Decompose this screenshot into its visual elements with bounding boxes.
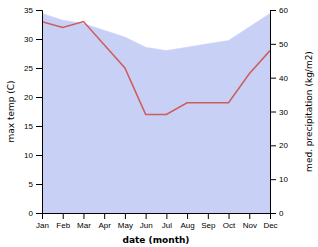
y2-tick-mark	[270, 78, 276, 79]
x-tick-label: May	[118, 221, 133, 230]
y2-tick-mark	[270, 145, 276, 146]
x-tick-label: Mar	[77, 221, 91, 230]
y-axis-line	[36, 11, 43, 214]
y-tick-mark	[36, 184, 42, 185]
x-tick: Jan	[36, 213, 49, 230]
x-tick-mark	[146, 213, 147, 219]
y-tick: 10	[24, 151, 42, 160]
x-tick-label: Jan	[36, 221, 49, 230]
x-tick-mark	[229, 213, 230, 219]
y2-axis-title: med. precipitation (kg/m2)	[304, 51, 314, 172]
y2-tick-mark	[270, 213, 276, 214]
y-tick-label: 15	[24, 122, 33, 131]
y2-tick-label: 60	[279, 6, 288, 15]
y-tick-mark	[36, 68, 42, 69]
y-tick: 25	[24, 64, 42, 73]
y2-tick-mark	[270, 112, 276, 113]
y-tick-label: 30	[24, 35, 33, 44]
y2-tick-label: 30	[279, 108, 288, 117]
y2-tick: 60	[270, 6, 288, 15]
y-tick-mark	[36, 126, 42, 127]
y-tick-mark	[36, 97, 42, 98]
y-tick-label: 25	[24, 64, 33, 73]
marks	[42, 13, 270, 213]
precipitation-area	[42, 13, 270, 213]
y-tick-label: 5	[29, 180, 34, 189]
y-tick-mark	[36, 213, 42, 214]
x-tick-label: Dec	[263, 221, 277, 230]
y-tick: 15	[24, 122, 42, 131]
y-tick: 0	[29, 209, 42, 218]
y2-tick-mark	[270, 44, 276, 45]
plot: JanFebMarAprMayJunJulAugSepOctNovDec0510…	[6, 6, 314, 245]
y-axis-title: max temp (C)	[6, 80, 16, 142]
x-tick-label: Sep	[201, 221, 216, 230]
y2-tick: 20	[270, 141, 288, 150]
y-tick: 35	[24, 6, 42, 15]
y2-tick-label: 40	[279, 74, 288, 83]
x-tick-mark	[125, 213, 126, 219]
temperature-line	[42, 22, 270, 115]
y-tick-label: 20	[24, 93, 33, 102]
y2-tick-label: 0	[279, 209, 284, 218]
x-axis-line	[43, 214, 271, 220]
y2-tick-mark	[270, 10, 276, 11]
y2-tick-mark	[270, 179, 276, 180]
y-tick: 20	[24, 93, 42, 102]
y2-tick-label: 10	[279, 175, 288, 184]
x-tick-mark	[249, 213, 250, 219]
x-tick-mark	[63, 213, 64, 219]
x-tick-mark	[166, 213, 167, 219]
x-tick: Oct	[223, 213, 236, 230]
x-tick-label: Nov	[243, 221, 257, 230]
x-tick-label: Oct	[223, 221, 236, 230]
x-tick-mark	[208, 213, 209, 219]
y2-tick: 0	[270, 209, 284, 218]
x-tick: Feb	[56, 213, 70, 230]
x-tick: Apr	[98, 213, 111, 230]
x-tick-mark	[104, 213, 105, 219]
y-tick-mark	[36, 155, 42, 156]
y2-tick: 40	[270, 74, 288, 83]
y-tick-mark	[36, 39, 42, 40]
y-axis: 0 5 10 15 20 25 30 35	[24, 6, 42, 218]
x-tick: May	[118, 213, 133, 230]
x-axis-title: date (month)	[123, 235, 190, 245]
chart: JanFebMarAprMayJunJulAugSepOctNovDec0510…	[0, 0, 318, 247]
x-tick: Dec	[263, 213, 277, 230]
x-tick: Jun	[140, 213, 153, 230]
y-tick: 30	[24, 35, 42, 44]
x-tick: Aug	[180, 213, 194, 230]
y2-axis-line	[271, 11, 277, 214]
x-tick-label: Feb	[56, 221, 70, 230]
y2-tick: 50	[270, 40, 288, 49]
y-tick-label: 0	[29, 209, 34, 218]
x-tick-mark	[187, 213, 188, 219]
x-tick-mark	[83, 213, 84, 219]
y-tick: 5	[29, 180, 42, 189]
y2-tick: 10	[270, 175, 288, 184]
y2-tick-label: 50	[279, 40, 288, 49]
x-tick: Mar	[77, 213, 91, 230]
y-tick-mark	[36, 10, 42, 11]
x-tick-label: Aug	[180, 221, 194, 230]
y2-tick-label: 20	[279, 141, 288, 150]
x-tick: Nov	[243, 213, 257, 230]
x-tick-label: Apr	[98, 221, 111, 230]
y-tick-label: 10	[24, 151, 33, 160]
x-tick: Jul	[162, 213, 172, 230]
y2-axis: 0 10 20 30 40 50 60	[270, 6, 288, 218]
x-tick-label: Jun	[140, 221, 153, 230]
y-tick-label: 35	[24, 6, 33, 15]
x-tick: Sep	[201, 213, 216, 230]
x-tick-label: Jul	[162, 221, 172, 230]
y2-tick: 30	[270, 108, 288, 117]
x-axis: Jan Feb Mar Apr May Jun Jul Aug Sep Oct Nov Dec	[36, 213, 278, 230]
